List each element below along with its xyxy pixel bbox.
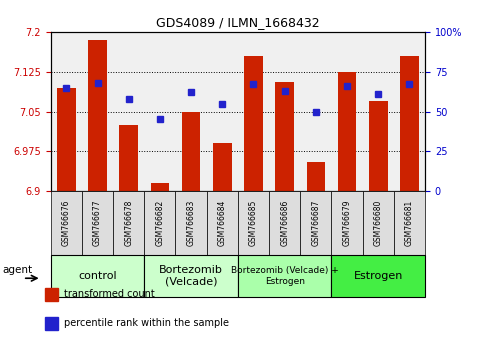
Bar [182,112,200,191]
Text: GSM766685: GSM766685 [249,200,258,246]
Text: Bortezomib
(Velcade): Bortezomib (Velcade) [159,265,223,287]
Bar [151,183,169,191]
Bar [307,162,325,191]
Text: GSM766682: GSM766682 [156,200,164,246]
Bar [338,72,356,191]
Bar [82,191,113,255]
Text: Estrogen: Estrogen [354,271,403,281]
Bar [331,191,363,255]
Text: GSM766681: GSM766681 [405,200,414,246]
Text: GSM766676: GSM766676 [62,200,71,246]
Text: GSM766686: GSM766686 [280,200,289,246]
Text: GSM766677: GSM766677 [93,200,102,246]
Text: agent: agent [2,265,33,275]
Bar [275,82,294,191]
Bar [45,288,58,301]
Bar [394,191,425,255]
Bar [363,191,394,255]
Bar [51,191,82,255]
Bar [244,56,263,191]
Text: GSM766687: GSM766687 [312,200,320,246]
Bar [175,191,207,255]
Bar [238,255,331,297]
Bar [213,143,232,191]
Text: GSM766678: GSM766678 [124,200,133,246]
Bar [144,255,238,297]
Bar [207,191,238,255]
Text: Bortezomib (Velcade) +
Estrogen: Bortezomib (Velcade) + Estrogen [231,267,339,286]
Text: GSM766680: GSM766680 [374,200,383,246]
Bar [119,125,138,191]
Text: control: control [78,271,117,281]
Text: GSM766684: GSM766684 [218,200,227,246]
Bar [45,317,58,330]
Text: GSM766683: GSM766683 [186,200,196,246]
Bar [88,40,107,191]
Bar [269,191,300,255]
Bar [57,88,76,191]
Title: GDS4089 / ILMN_1668432: GDS4089 / ILMN_1668432 [156,16,320,29]
Bar [331,255,425,297]
Bar [144,191,175,255]
Text: transformed count: transformed count [64,289,154,299]
Bar [369,101,388,191]
Bar [400,56,419,191]
Bar [238,191,269,255]
Bar [113,191,144,255]
Bar [51,255,144,297]
Text: GSM766679: GSM766679 [342,200,352,246]
Text: percentile rank within the sample: percentile rank within the sample [64,318,228,328]
Bar [300,191,331,255]
